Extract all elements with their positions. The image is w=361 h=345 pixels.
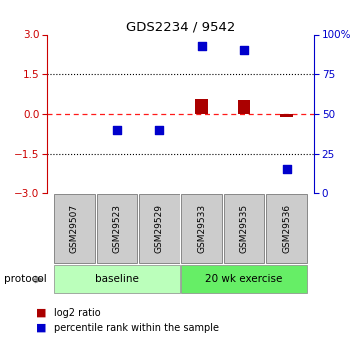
Point <box>156 127 162 132</box>
Text: GSM29536: GSM29536 <box>282 204 291 253</box>
FancyBboxPatch shape <box>180 193 181 264</box>
FancyBboxPatch shape <box>54 266 180 293</box>
Text: percentile rank within the sample: percentile rank within the sample <box>54 324 219 333</box>
Text: GSM29523: GSM29523 <box>112 204 121 253</box>
Point <box>284 167 290 172</box>
FancyBboxPatch shape <box>96 194 137 263</box>
Point <box>114 127 120 132</box>
FancyBboxPatch shape <box>181 266 307 293</box>
Text: GSM29529: GSM29529 <box>155 204 164 253</box>
FancyBboxPatch shape <box>54 194 95 263</box>
Text: baseline: baseline <box>95 274 139 284</box>
Text: GSM29533: GSM29533 <box>197 204 206 253</box>
FancyBboxPatch shape <box>181 194 222 263</box>
Bar <box>280 114 293 117</box>
Text: ■: ■ <box>36 307 47 317</box>
Text: ■: ■ <box>36 323 47 333</box>
Point <box>241 48 247 53</box>
Bar <box>238 100 251 114</box>
Text: GSM29507: GSM29507 <box>70 204 79 253</box>
FancyBboxPatch shape <box>224 194 265 263</box>
Bar <box>195 99 208 114</box>
Text: protocol: protocol <box>4 275 46 284</box>
FancyBboxPatch shape <box>139 194 180 263</box>
Text: log2 ratio: log2 ratio <box>54 308 101 318</box>
Title: GDS2234 / 9542: GDS2234 / 9542 <box>126 20 235 33</box>
FancyBboxPatch shape <box>266 194 307 263</box>
Text: GSM29535: GSM29535 <box>240 204 249 253</box>
Point <box>199 43 205 48</box>
Text: 20 wk exercise: 20 wk exercise <box>205 274 283 284</box>
